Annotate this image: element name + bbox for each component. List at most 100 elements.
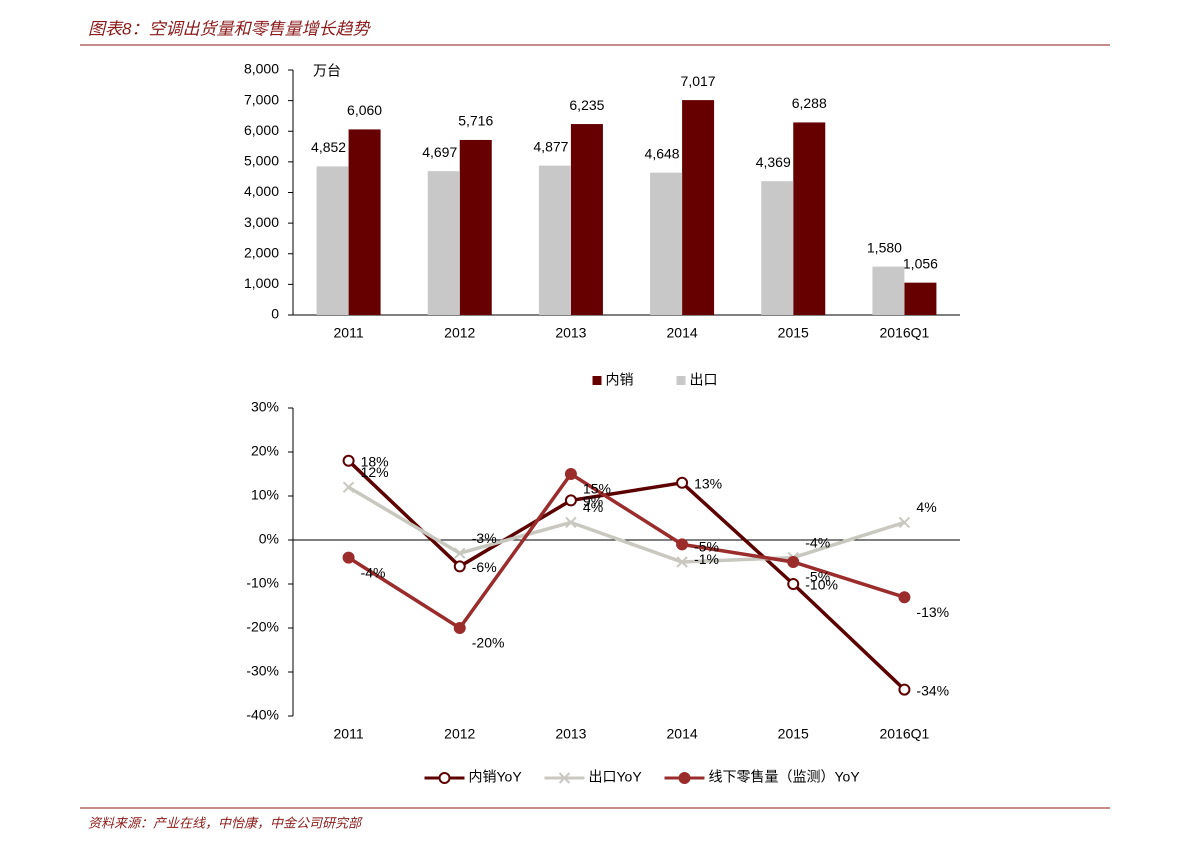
point: [342, 551, 355, 564]
point: [787, 578, 800, 590]
value-label: -34%: [916, 682, 949, 698]
legend-swatch: [592, 376, 602, 385]
value-label: 4%: [583, 499, 603, 515]
y-tick-label: -30%: [246, 663, 279, 679]
value-label: 4,369: [756, 154, 791, 170]
value-label: 15%: [583, 481, 611, 497]
value-label: -6%: [472, 559, 497, 575]
x-tick-label: 2015: [778, 325, 809, 341]
value-label: -5%: [694, 539, 719, 555]
legend-marker: [558, 772, 571, 784]
value-label: -3%: [472, 530, 497, 546]
bar: [682, 100, 715, 316]
x-tick-label: 2016Q1: [880, 726, 930, 742]
bar: [538, 165, 571, 315]
bar: [570, 124, 603, 315]
x-tick-label: 2016Q1: [880, 325, 930, 341]
figure-title: 图表8：空调出货量和零售量增长趋势: [88, 19, 371, 38]
legend-label: 出口: [690, 372, 718, 388]
x-tick-label: 2015: [778, 726, 809, 742]
point: [565, 516, 577, 529]
value-label: 12%: [361, 464, 389, 480]
value-label: 4,697: [422, 144, 457, 160]
source-note: 资料来源：产业在线，中怡康，中金公司研究部: [88, 815, 363, 830]
value-label: 1,580: [867, 239, 902, 255]
bar: [427, 171, 460, 315]
point: [676, 476, 689, 489]
legend-label: 内销: [606, 372, 634, 388]
value-label: -10%: [805, 577, 838, 593]
x-tick-label: 2014: [667, 726, 698, 742]
x-tick-label: 2014: [667, 325, 698, 341]
y-tick-label: 6,000: [244, 122, 279, 138]
x-tick-label: 2012: [444, 325, 475, 341]
value-label: 4,877: [533, 138, 568, 154]
value-label: 18%: [361, 454, 389, 470]
y-tick-label: -20%: [246, 619, 279, 635]
bar: [904, 282, 937, 315]
value-label: 6,060: [347, 102, 382, 118]
y-tick-label: 8,000: [244, 61, 279, 77]
point: [342, 454, 355, 467]
value-label: 6,235: [569, 97, 604, 113]
y-tick-label: 5,000: [244, 153, 279, 169]
value-label: 5,716: [458, 113, 493, 129]
bar: [872, 266, 905, 315]
unit-label: 万台: [313, 63, 341, 79]
point: [453, 622, 466, 634]
y-tick-label: 7,000: [244, 91, 279, 107]
value-label: -1%: [694, 551, 719, 567]
value-label: 4,852: [311, 139, 346, 155]
y-tick-label: -10%: [246, 575, 279, 591]
bar: [761, 181, 794, 315]
point: [564, 494, 577, 507]
value-label: 4,648: [645, 145, 680, 161]
y-tick-label: 20%: [251, 443, 279, 459]
legend-marker: [678, 772, 691, 784]
value-label: -13%: [916, 604, 949, 620]
point: [898, 516, 911, 529]
point: [676, 538, 689, 551]
point: [787, 556, 800, 568]
value-label: 1,056: [903, 255, 938, 271]
x-tick-label: 2013: [555, 325, 586, 341]
value-label: 13%: [694, 476, 722, 492]
y-tick-label: 4,000: [244, 183, 279, 199]
x-tick-label: 2011: [334, 325, 364, 341]
bar: [650, 172, 683, 315]
y-tick-label: 0: [271, 306, 279, 322]
y-tick-label: 2,000: [244, 244, 279, 260]
bar: [316, 166, 349, 315]
legend-label: 线下零售量（监测）YoY: [709, 769, 861, 785]
value-label: 7,017: [681, 73, 716, 89]
y-tick-label: 3,000: [244, 214, 279, 230]
point: [564, 468, 577, 480]
point: [898, 591, 911, 604]
value-label: -4%: [805, 534, 830, 550]
value-label: 6,288: [792, 95, 827, 111]
bar: [793, 122, 826, 316]
value-label: 4%: [916, 499, 936, 515]
y-tick-label: 1,000: [244, 275, 279, 291]
legend-swatch: [676, 376, 686, 385]
bar: [348, 129, 381, 315]
x-tick-label: 2013: [555, 726, 586, 742]
bar: [459, 139, 492, 315]
legend-label: 内销YoY: [469, 769, 523, 785]
point: [342, 481, 355, 493]
value-label: -20%: [472, 635, 505, 651]
value-label: 9%: [583, 493, 603, 509]
legend-label: 出口YoY: [589, 769, 643, 785]
series-line: [347, 471, 905, 631]
y-tick-label: 0%: [259, 531, 279, 547]
legend-marker: [438, 772, 451, 784]
point: [676, 556, 688, 568]
y-tick-label: -40%: [246, 707, 279, 723]
y-tick-label: 10%: [251, 487, 279, 503]
value-label: -5%: [805, 569, 830, 585]
point: [453, 560, 466, 573]
point: [454, 547, 466, 559]
series-line: [347, 459, 906, 691]
